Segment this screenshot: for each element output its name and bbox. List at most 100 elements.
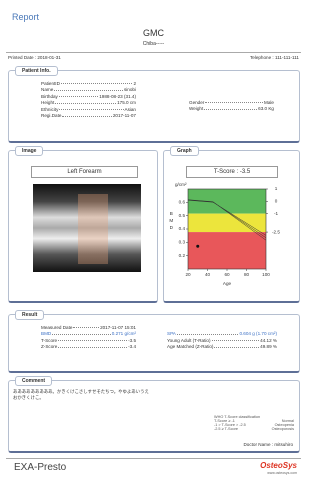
bmd-graph: g/cm² BMD 0.2 0.3 0.4 0.5 0.6 1 0 -1 -2.5 20 40 60 8… [166, 181, 296, 296]
y2-tick-label: 0 [275, 199, 278, 204]
field-label: Young Adult (T-Ratio) [167, 338, 211, 343]
leader [177, 334, 239, 335]
field-label: Height [41, 100, 54, 105]
field-row: Weight63.0 Kg [189, 105, 274, 112]
divider [6, 52, 301, 53]
field-value: 0.604 g (1.70 cm²) [239, 331, 277, 336]
report-title: Report [12, 12, 39, 22]
leader [52, 334, 111, 335]
x-tick-label: 80 [244, 272, 250, 277]
field-label: PatientID [41, 81, 60, 86]
field-value: 1988-08-23 (31.4) [99, 94, 136, 99]
printed-date: Printed Date : 2018-01-31 [8, 55, 61, 60]
x-axis-title: Age [223, 281, 232, 286]
field-label: SPA [167, 331, 176, 336]
leader [58, 340, 127, 341]
address: Chiba----- [0, 41, 307, 47]
divider [6, 458, 301, 459]
leader [205, 102, 263, 103]
y-tick-label: 0.2 [179, 253, 186, 258]
y-unit: g/cm² [175, 182, 187, 187]
field-row: Z-Score -3.4 [41, 343, 136, 350]
field-value: 175.0 cm [117, 100, 136, 105]
field-value: 49.89 % [260, 344, 277, 349]
leader [62, 116, 111, 117]
field-value: Male [264, 100, 274, 105]
x-tick-label: 60 [224, 272, 230, 277]
field-label: Name [41, 87, 53, 92]
patient-box: Patient Info. PatientID2NamesinobiBirthd… [8, 70, 300, 143]
leader [58, 347, 127, 348]
y-tick-label: 0.6 [179, 200, 186, 205]
field-value: 44.12 % [260, 338, 277, 343]
leader [59, 109, 123, 110]
zone [188, 232, 266, 269]
url: www.osteosys.com [267, 471, 297, 475]
field-label: Ethnicity [41, 107, 58, 112]
patient-point [196, 245, 199, 248]
who-range: -2.5 ≥ T-Score [214, 427, 238, 431]
field-value: sinobi [124, 87, 136, 92]
field-label: Weight [189, 106, 203, 111]
field-label: Age Matched (Z-Ratio) [167, 344, 213, 349]
leader [61, 83, 133, 84]
field-value: 2017-11-07 15:01 [100, 325, 136, 330]
field-row: Regi.Date 2017-11-07 [41, 112, 136, 119]
field-value: Asian [125, 107, 137, 112]
field-label: Regi.Date [41, 113, 61, 118]
y-tick-label: 0.3 [179, 240, 186, 245]
x-tick-label: 40 [205, 272, 211, 277]
field-value: 2017-11-07 [113, 113, 136, 118]
who-legend: WHO T-Score classification T-Score ≥ -1N… [214, 415, 294, 431]
y-tick-label: 0.4 [179, 226, 186, 231]
clinic: GMC [0, 28, 307, 38]
result-fields-right: SPA 0.604 g (1.70 cm²) Young Adult (T-Rati… [167, 330, 277, 350]
y-axis-title: BMD [168, 211, 173, 232]
leader [55, 103, 116, 104]
comment-text: あああああああああ。かきくけこさしすせそたちつ。やゆよあいうえおかきくけこ。 [13, 389, 153, 401]
result-fields: Measured Date 2017-11-07 15:01 BMD 0.271 g/… [41, 323, 136, 349]
field-row: Age Matched (Z-Ratio) 49.89 % [167, 343, 277, 350]
patient-fields-right: Gender MaleWeight63.0 Kg [189, 98, 274, 111]
field-value: -3.4 [128, 344, 136, 349]
leader [214, 347, 259, 348]
section-title: Graph [170, 146, 199, 156]
image-box: Image Left Forearm [8, 150, 158, 303]
who-row: -2.5 ≥ T-Score Osteoporosis [214, 427, 294, 431]
telephone: Telephone : 111-111-111 [250, 55, 299, 60]
field-label: Gender [189, 100, 204, 105]
section-title: Comment [15, 376, 52, 386]
x-tick-label: 100 [262, 272, 270, 277]
comment-box: Comment あああああああああ。かきくけこさしすせそたちつ。やゆよあいうえお… [8, 380, 300, 453]
field-label: Measured Date [41, 325, 72, 330]
zone [188, 214, 266, 232]
t-score: T-Score : -3.5 [186, 166, 278, 178]
field-label: T-Score [41, 338, 57, 343]
field-label: Z-Score [41, 344, 57, 349]
y-tick-label: 0.5 [179, 213, 186, 218]
field-value: 0.271 g/cm² [112, 331, 136, 336]
field-value: -3.5 [128, 338, 136, 343]
brand: OsteoSys [260, 461, 297, 470]
roi [78, 194, 108, 264]
who-class: Osteoporosis [272, 427, 294, 431]
leader [54, 90, 123, 91]
y2-tick-label: -2.5 [272, 229, 280, 234]
leader [204, 109, 257, 110]
section-title: Result [15, 310, 44, 320]
field-label: Birthday [41, 94, 58, 99]
xray-image [33, 184, 141, 272]
section-title: Patient Info. [15, 66, 58, 76]
y2-tick-label: -1 [274, 211, 279, 216]
leader [73, 327, 99, 328]
y2-tick-label: 1 [275, 186, 278, 191]
leader [59, 96, 98, 97]
page: Report GMC Chiba----- Printed Date : 201… [0, 0, 307, 481]
section-title: Image [15, 146, 43, 156]
x-tick-label: 20 [185, 272, 191, 277]
product: EXA-Presto [14, 462, 66, 473]
field-label: BMD [41, 331, 51, 336]
